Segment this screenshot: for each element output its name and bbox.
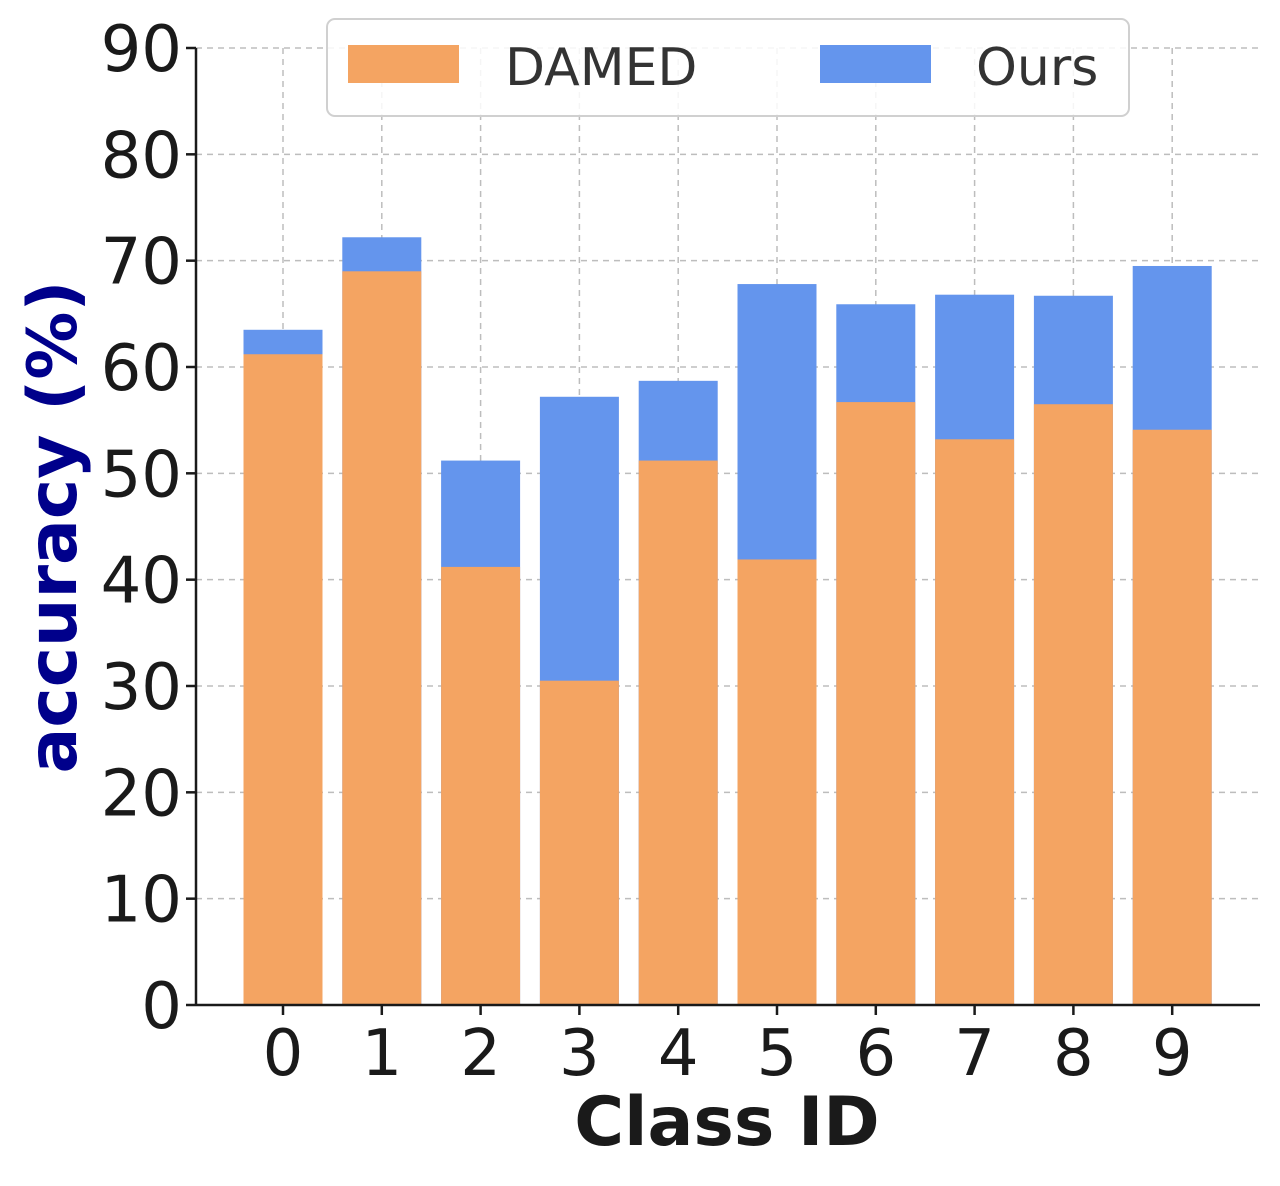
bars [243, 237, 1212, 1006]
x-tick-label-6: 6 [855, 1017, 896, 1091]
bar-damed-9 [1132, 429, 1212, 1005]
x-axis-title: Class ID [574, 1083, 879, 1162]
legend-label-damed: DAMED [505, 38, 697, 98]
y-tick-label-10: 10 [101, 864, 182, 938]
y-tick-label-70: 70 [101, 226, 182, 300]
y-tick-label-30: 30 [101, 651, 182, 725]
legend-swatch-ours [820, 45, 931, 83]
legend-frame [326, 18, 1130, 117]
y-tick-label-40: 40 [101, 545, 182, 619]
bar-damed-2 [441, 566, 521, 1005]
x-tick-label-0: 0 [263, 1017, 304, 1091]
y-tick-label-80: 80 [101, 119, 182, 193]
x-tick-label-1: 1 [361, 1017, 402, 1091]
bar-damed-3 [539, 680, 619, 1005]
y-tick-label-0: 0 [141, 970, 182, 1044]
bar-damed-8 [1033, 404, 1113, 1005]
bar-damed-5 [737, 559, 817, 1005]
y-tick-label-90: 90 [101, 13, 182, 87]
x-tick-label-2: 2 [460, 1017, 501, 1091]
y-axis-title: accuracy (%) [14, 281, 93, 774]
x-tick-label-9: 9 [1152, 1017, 1193, 1091]
x-tick-label-4: 4 [658, 1017, 699, 1091]
axes [194, 48, 1260, 1007]
bar-damed-0 [243, 354, 323, 1005]
x-tick-label-8: 8 [1053, 1017, 1094, 1091]
legend: DAMED Ours [326, 18, 1130, 117]
legend-swatch-damed [348, 45, 459, 83]
x-tick-label-5: 5 [757, 1017, 798, 1091]
y-tick-label-20: 20 [101, 757, 182, 831]
y-tick-label-60: 60 [101, 332, 182, 406]
x-tick-label-7: 7 [954, 1017, 995, 1091]
x-tick-label-3: 3 [559, 1017, 600, 1091]
bar-damed-6 [836, 402, 916, 1006]
bar-damed-1 [342, 271, 422, 1005]
bar-damed-4 [638, 460, 718, 1005]
legend-label-ours: Ours [976, 38, 1098, 98]
bar-damed-7 [935, 439, 1015, 1006]
y-tick-label-50: 50 [101, 438, 182, 512]
